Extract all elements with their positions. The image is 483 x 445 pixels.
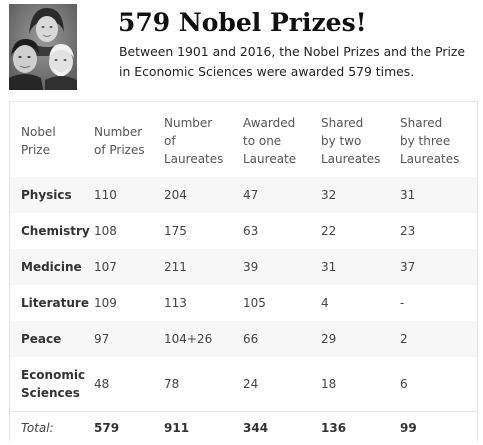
one-laureate-cell: 39 <box>243 260 259 274</box>
column-header-line: Shared <box>321 115 364 130</box>
shared-three-cell: - <box>400 296 405 310</box>
column-header-line: Laureates <box>400 151 460 166</box>
prizes-cell: 110 <box>94 188 117 202</box>
prize-name-cell: Medicine <box>10 249 94 285</box>
one-laureate-cell: 24 <box>243 376 259 391</box>
column-header: Number of Laureates <box>164 102 243 177</box>
column-header-line: to one <box>243 133 282 148</box>
prize-name-line: Peace <box>21 332 62 346</box>
table-row: Peace 97 104+26 66 29 2 <box>10 321 477 357</box>
prize-name-line: Chemistry <box>21 224 90 238</box>
shared-three-cell: 37 <box>400 260 416 274</box>
shared-three-cell: 23 <box>400 224 416 238</box>
page-title: 579 Nobel Prizes! <box>118 8 367 37</box>
column-header: Number of Prizes <box>94 102 164 177</box>
laureates-cell: 113 <box>164 296 187 310</box>
table-body: Physics 110 204 47 32 31 Chemistry 108 175 63 22 23… <box>10 177 477 411</box>
column-header: Shared by three Laureates <box>400 102 477 177</box>
shared-three-cell: 31 <box>400 188 416 202</box>
prizes-cell: 48 <box>94 376 110 391</box>
laureates-photo <box>9 4 77 90</box>
prize-name-cell: Chemistry <box>10 213 94 249</box>
prizes-cell: 109 <box>94 296 117 310</box>
page-subtitle: Between 1901 and 2016, the Nobel Prizes … <box>119 44 466 79</box>
shared-two-cell: 31 <box>321 260 337 274</box>
prize-name-line: Physics <box>21 188 72 202</box>
prizes-cell: 97 <box>94 332 110 346</box>
laureates-cell: 211 <box>164 260 187 274</box>
one-laureate-cell: 105 <box>243 296 266 310</box>
column-header-line: Shared <box>400 115 443 130</box>
shared-two-cell: 4 <box>321 296 329 310</box>
column-header-line: Nobel <box>21 124 56 139</box>
prize-name-cell: Physics <box>10 177 94 213</box>
prize-name-line: Medicine <box>21 260 82 274</box>
one-laureate-cell: 66 <box>243 332 259 346</box>
laureates-cell: 78 <box>164 376 180 391</box>
prize-name-line: Sciences <box>21 385 80 400</box>
table-row: Economic Sciences 48 78 24 18 6 <box>10 357 477 411</box>
column-header-line: Laureate <box>243 151 297 166</box>
table-total-row: Total: 579 911 344 136 99 <box>10 410 477 445</box>
column-header: Shared by two Laureates <box>321 102 400 177</box>
laureates-cell: 204 <box>164 188 187 202</box>
shared-three-cell: 2 <box>400 332 408 346</box>
prizes-cell: 108 <box>94 224 117 238</box>
page-header: 579 Nobel Prizes! Between 1901 and 2016,… <box>0 0 483 100</box>
table-row: Literature 109 113 105 4 - <box>10 285 477 321</box>
column-header-line: Number <box>94 124 143 139</box>
total-one-laureate: 344 <box>243 410 321 445</box>
column-header: Nobel Prize <box>10 102 94 177</box>
column-header-line: of Prizes <box>94 142 145 157</box>
column-header-line: by three <box>400 133 451 148</box>
shared-two-cell: 32 <box>321 188 337 202</box>
shared-three-cell: 6 <box>400 376 408 391</box>
shared-two-cell: 18 <box>321 376 337 391</box>
total-laureates: 911 <box>164 410 243 445</box>
prize-name-cell: Economic Sciences <box>10 357 94 411</box>
table-row: Physics 110 204 47 32 31 <box>10 177 477 213</box>
table-row: Chemistry 108 175 63 22 23 <box>10 213 477 249</box>
column-header-line: by two <box>321 133 362 148</box>
table-header-row: Nobel Prize Number of Prizes Number of Laureat… <box>10 102 477 177</box>
total-shared-three: 99 <box>400 410 477 445</box>
one-laureate-cell: 47 <box>243 188 259 202</box>
laureates-cell: 175 <box>164 224 187 238</box>
column-header-line: Number <box>164 115 213 130</box>
laureates-cell: 104+26 <box>164 332 213 346</box>
column-header-line: of <box>164 133 176 148</box>
column-header-line: Laureates <box>164 151 224 166</box>
total-shared-two: 136 <box>321 410 400 445</box>
column-header-line: Laureates <box>321 151 381 166</box>
prize-name-cell: Literature <box>10 285 94 321</box>
total-label: Total: <box>10 410 94 445</box>
prize-name-line: Economic <box>21 367 86 382</box>
prize-name-cell: Peace <box>10 321 94 357</box>
prizes-cell: 107 <box>94 260 117 274</box>
prize-name-line: Literature <box>21 296 89 310</box>
shared-two-cell: 22 <box>321 224 337 238</box>
table-row: Medicine 107 211 39 31 37 <box>10 249 477 285</box>
total-prizes: 579 <box>94 410 164 445</box>
one-laureate-cell: 63 <box>243 224 259 238</box>
column-header: Awarded to one Laureate <box>243 102 321 177</box>
nobel-prizes-table: Nobel Prize Number of Prizes Number of Laureat… <box>9 101 478 445</box>
shared-two-cell: 29 <box>321 332 337 346</box>
column-header-line: Prize <box>21 142 50 157</box>
column-header-line: Awarded <box>243 115 296 130</box>
